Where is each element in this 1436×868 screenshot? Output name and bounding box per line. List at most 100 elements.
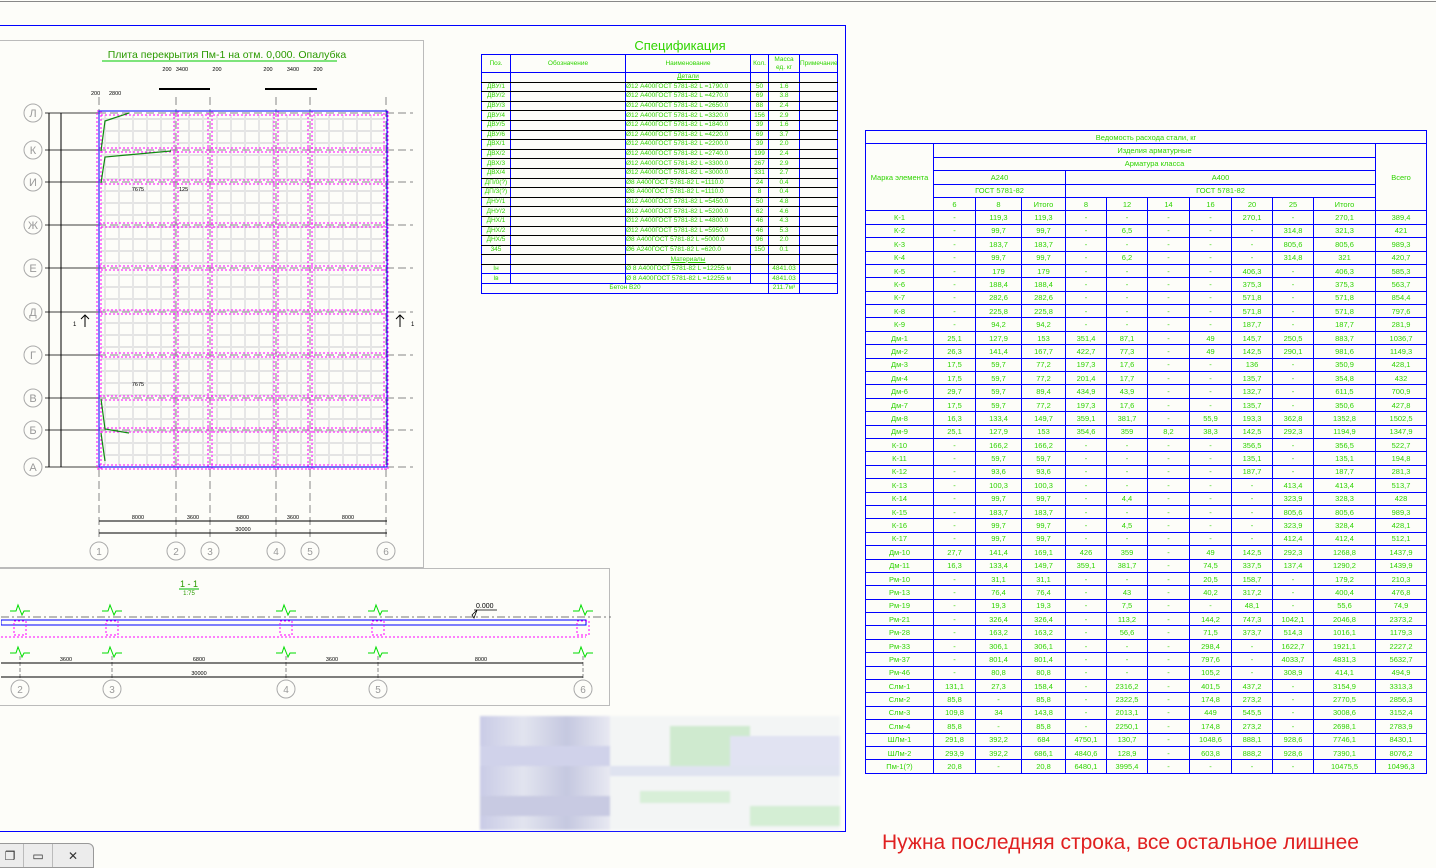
- close-button[interactable]: ✕: [53, 844, 93, 867]
- steel-value: -: [1106, 437, 1148, 453]
- spec-cell: ДВУ/5: [481, 119, 511, 131]
- steel-value: 71,5: [1189, 625, 1232, 640]
- steel-value: -: [1272, 598, 1314, 614]
- steel-value: 5632,7: [1374, 652, 1428, 667]
- col-axis-label: 2: [173, 547, 179, 558]
- steel-value: 166,2: [975, 437, 1022, 453]
- element-mark: Рм-19: [865, 598, 934, 614]
- spec-cell: 4.6: [768, 206, 800, 217]
- steel-value: 373,7: [1231, 625, 1273, 640]
- spec-row: ДНУ/2 Ø12 А400ГОСТ 5781-82 L =5200.0 62 4.6: [481, 206, 838, 217]
- steel-value: 128,9: [1106, 745, 1148, 761]
- steel-value: 187,7: [1231, 317, 1273, 332]
- steel-value: -: [1106, 317, 1148, 332]
- steel-value: -: [1106, 571, 1148, 587]
- steel-value: 7,5: [1106, 598, 1148, 614]
- spec-cell: 39: [750, 119, 769, 131]
- steel-value: 17,6: [1106, 357, 1148, 373]
- steel-value: -: [933, 504, 976, 520]
- steel-row: К-11-59,7 59,7- - - -135,1-135,1 194,8: [865, 451, 1428, 466]
- axis-bubble: [23, 172, 43, 192]
- spec-cell: 0.4: [768, 177, 800, 189]
- steel-value: -: [1065, 504, 1107, 520]
- steel-value: -: [1272, 304, 1314, 319]
- maximize-icon: ▭: [32, 848, 44, 863]
- maximize-button[interactable]: ▭: [24, 844, 53, 867]
- steel-value: -: [933, 491, 976, 506]
- spec-cell: ДВУ/2: [481, 91, 511, 102]
- section-drawing: 1 - 1 1:75 0.000 2 3 4 5 6 3600 6800 3600 8000 30…: [1, 579, 611, 699]
- spec-cell: 4841.03: [768, 263, 800, 275]
- spec-note-cell: [799, 263, 838, 275]
- dimension-label: 200: [263, 67, 272, 73]
- steel-value: 55,6: [1313, 598, 1376, 614]
- steel-value: 2316,2: [1106, 679, 1148, 694]
- steel-row: К-1-119,3 119,3- - - -270,1-270,1 389,4: [865, 210, 1428, 225]
- steel-value: 49: [1189, 545, 1232, 560]
- header-products: Изделия арматурные: [933, 143, 1376, 158]
- steel-value: -: [1147, 478, 1190, 493]
- steel-value: 1268,8: [1313, 545, 1376, 560]
- steel-value: 145,7: [1231, 330, 1273, 346]
- slab-outline: [98, 110, 388, 468]
- spec-cell: ДВХ/3: [481, 158, 511, 169]
- spec-concrete-row: Бетон В20 211.7м³: [481, 283, 838, 294]
- steel-value: -: [1106, 504, 1148, 520]
- concrete-label: Бетон В20: [481, 283, 769, 294]
- steel-value: -: [933, 464, 976, 480]
- section-title: 1 - 1: [180, 579, 198, 589]
- steel-value: -: [1272, 451, 1314, 466]
- steel-value: -: [1065, 665, 1107, 681]
- steel-value: 1502,5: [1374, 411, 1428, 426]
- steel-value: 434,9: [1065, 384, 1107, 399]
- steel-value: 34: [975, 705, 1022, 721]
- row-axis-label: К: [30, 145, 37, 157]
- plan-viewport[interactable]: Плита перекрытия Пм-1 на отм. 0,000. Опа…: [0, 40, 424, 568]
- steel-value: -: [1065, 277, 1107, 292]
- steel-value: -: [1231, 237, 1273, 252]
- steel-value: 193,3: [1231, 411, 1273, 426]
- steel-value: 16,3: [933, 411, 976, 426]
- spec-cell: Ø12 А400ГОСТ 5781-82 L =5950.0: [625, 225, 751, 237]
- steel-row: Рм-21-326,4 326,4-113,2-144,2 747,3 1042,1 2…: [865, 612, 1428, 627]
- steel-value: -: [1147, 317, 1190, 332]
- spec-cell: [510, 119, 626, 131]
- steel-row: Рм-19-19,3 19,3-7,5- -48,1-55,6 74,9: [865, 598, 1428, 614]
- spec-note-cell: [799, 187, 838, 198]
- section-viewport[interactable]: 1 - 1 1:75 0.000 2 3 4 5 6 3600 6800 3600 8000 30…: [0, 568, 611, 706]
- steel-value: -: [1189, 263, 1232, 279]
- steel-value: 74,9: [1374, 598, 1428, 614]
- steel-row: К-6-188,4 188,4- - - -375,3-375,3 563,7: [865, 277, 1428, 292]
- column-section: [105, 620, 119, 636]
- steel-value: 428,1: [1374, 357, 1428, 373]
- section-cut-mark: [80, 314, 405, 327]
- axis-bubble: [376, 541, 396, 561]
- spec-row: ДНУ/1 Ø12 А400ГОСТ 5781-82 L =5450.0 50 4.8: [481, 196, 838, 208]
- element-mark: Рм-28: [865, 625, 934, 640]
- steel-value: -: [975, 759, 1022, 774]
- steel-value: 141,4: [975, 545, 1022, 560]
- restore-button[interactable]: ❐: [0, 844, 24, 867]
- steel-value: 8076,2: [1374, 745, 1428, 761]
- cell: [750, 72, 769, 83]
- steel-value: -: [1147, 665, 1190, 681]
- steel-value: 99,7: [1021, 531, 1066, 547]
- steel-value: 169,1: [1021, 545, 1066, 560]
- steel-row: К-12-93,6 93,6- - - -187,7-187,7 281,3: [865, 464, 1428, 480]
- spec-cell: 46: [750, 215, 769, 227]
- steel-value: 350,9: [1313, 357, 1376, 373]
- steel-value: 76,4: [975, 585, 1022, 600]
- break-line: [573, 603, 593, 659]
- steel-value: 119,3: [975, 210, 1022, 225]
- spec-cell: 24: [750, 177, 769, 189]
- spec-cell: 69: [750, 91, 769, 102]
- steel-value: 571,8: [1231, 304, 1273, 319]
- steel-value: 142,5: [1231, 545, 1273, 560]
- spec-cell: [510, 187, 626, 198]
- steel-value: -: [933, 210, 976, 225]
- steel-value: 328,4: [1313, 518, 1376, 533]
- spec-cell: Ø8 А400ГОСТ 5781-82 L =5000.0: [625, 235, 751, 246]
- steel-value: -: [1106, 531, 1148, 547]
- steel-value: 85,8: [933, 692, 976, 707]
- spec-row: ДВУ/4 Ø12 А400ГОСТ 5781-82 L =3320.0 156 2.…: [481, 110, 838, 121]
